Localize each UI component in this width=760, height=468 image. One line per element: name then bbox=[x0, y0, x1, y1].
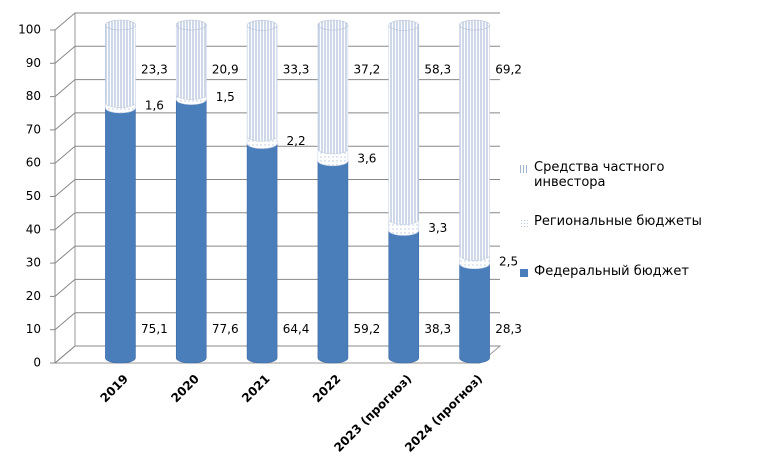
x-tick-label: 2023 (прогноз) bbox=[331, 372, 414, 455]
bar-top bbox=[459, 19, 490, 31]
value-label: 3,3 bbox=[428, 221, 447, 235]
value-label: 28,3 bbox=[495, 322, 522, 336]
grid-line bbox=[54, 45, 500, 64]
value-label: 77,6 bbox=[212, 322, 239, 336]
legend-item: Средства частного инвестора bbox=[520, 160, 755, 190]
bar-segment bbox=[175, 99, 207, 364]
bar-segment bbox=[388, 230, 420, 364]
grid-line bbox=[54, 179, 500, 197]
legend-swatch bbox=[520, 269, 528, 277]
bar-segment bbox=[459, 263, 490, 364]
y-tick-label: 40 bbox=[26, 222, 41, 236]
bar-top bbox=[388, 20, 420, 31]
grid-line bbox=[54, 345, 500, 364]
bar-segment bbox=[317, 160, 349, 364]
y-tick-label: 90 bbox=[26, 56, 41, 70]
legend-item: Федеральный бюджет bbox=[520, 264, 755, 279]
value-label: 64,4 bbox=[283, 322, 310, 336]
legend-label: Региональные бюджеты bbox=[534, 214, 702, 229]
x-tick-label: 2020 bbox=[168, 372, 202, 406]
legend-label: Средства частного инвестора bbox=[534, 160, 665, 190]
grid-line bbox=[54, 12, 500, 31]
y-tick-label: 10 bbox=[26, 322, 41, 336]
grid-line bbox=[54, 245, 500, 264]
legend-swatch bbox=[520, 219, 528, 227]
y-tick-label: 30 bbox=[26, 256, 41, 270]
value-label: 75,1 bbox=[141, 322, 168, 336]
y-tick-label: 50 bbox=[26, 189, 41, 203]
bar-top bbox=[105, 19, 136, 31]
value-label: 58,3 bbox=[424, 62, 451, 76]
value-label: 2,2 bbox=[287, 134, 306, 148]
legend-label: Федеральный бюджет bbox=[534, 264, 689, 279]
value-label: 3,6 bbox=[357, 151, 376, 165]
bar-segment bbox=[246, 143, 278, 364]
y-tick-label: 20 bbox=[26, 289, 41, 303]
grid-line bbox=[54, 212, 500, 231]
y-tick-label: 100 bbox=[18, 23, 41, 37]
legend-item: Региональные бюджеты bbox=[520, 214, 755, 229]
grid-line bbox=[54, 79, 500, 97]
value-label: 23,3 bbox=[141, 62, 168, 76]
bar-segment bbox=[459, 24, 490, 261]
bar-segment bbox=[388, 25, 420, 225]
bar-segment bbox=[105, 107, 136, 364]
value-label: 38,3 bbox=[424, 322, 451, 336]
x-tick-label: 2024 (прогноз) bbox=[402, 372, 485, 455]
x-tick-label: 2019 bbox=[97, 372, 131, 406]
value-label: 2,5 bbox=[499, 254, 518, 268]
value-label: 1,5 bbox=[216, 90, 235, 104]
grid-line bbox=[54, 145, 500, 164]
grid-line bbox=[54, 278, 500, 297]
value-label: 33,3 bbox=[283, 62, 310, 76]
value-label: 69,2 bbox=[495, 62, 522, 76]
y-tick-label: 70 bbox=[26, 122, 41, 136]
bar-segment bbox=[317, 24, 349, 155]
x-tick-label: 2021 bbox=[239, 372, 273, 406]
grid-line bbox=[54, 112, 500, 131]
bar-segment bbox=[105, 24, 136, 108]
value-label: 20,9 bbox=[212, 62, 239, 76]
y-tick-label: 0 bbox=[33, 356, 41, 370]
value-label: 1,6 bbox=[145, 98, 164, 112]
grid-line bbox=[54, 312, 500, 331]
bar-top bbox=[175, 19, 207, 31]
legend-swatch bbox=[520, 165, 528, 173]
bar-top bbox=[317, 19, 349, 31]
value-label: 37,2 bbox=[354, 62, 381, 76]
bar-segment bbox=[246, 25, 278, 142]
bar-segment bbox=[175, 24, 207, 100]
value-label: 59,2 bbox=[354, 322, 381, 336]
bar-top bbox=[246, 20, 278, 31]
y-tick-label: 80 bbox=[26, 89, 41, 103]
x-tick-label: 2022 bbox=[310, 372, 344, 406]
y-tick-label: 60 bbox=[26, 156, 41, 170]
